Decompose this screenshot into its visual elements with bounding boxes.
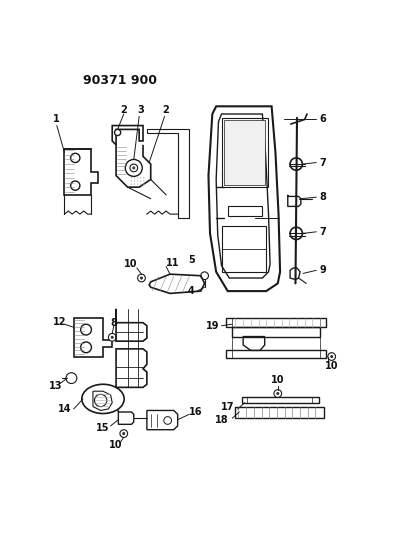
Text: 90371 900: 90371 900 — [83, 74, 157, 87]
Circle shape — [134, 180, 135, 182]
Text: 10: 10 — [109, 440, 123, 450]
Circle shape — [276, 392, 279, 395]
Text: 19: 19 — [206, 321, 219, 331]
Circle shape — [140, 177, 141, 179]
Circle shape — [138, 274, 145, 282]
Circle shape — [111, 336, 114, 339]
Circle shape — [140, 183, 141, 185]
Circle shape — [143, 177, 145, 179]
Text: 9: 9 — [319, 265, 326, 276]
Circle shape — [274, 390, 281, 398]
Circle shape — [71, 154, 80, 163]
Circle shape — [140, 180, 141, 182]
Text: 2: 2 — [120, 105, 127, 115]
Circle shape — [137, 183, 138, 185]
Bar — [222, 118, 268, 187]
Text: 2: 2 — [163, 105, 170, 115]
Circle shape — [71, 181, 80, 190]
Circle shape — [201, 272, 208, 280]
Circle shape — [131, 180, 132, 182]
Circle shape — [290, 227, 303, 239]
Bar — [224, 120, 266, 185]
Text: 16: 16 — [189, 407, 202, 417]
Circle shape — [137, 177, 138, 179]
Text: 10: 10 — [271, 375, 285, 385]
Circle shape — [143, 180, 145, 182]
Circle shape — [122, 432, 125, 435]
Text: 13: 13 — [48, 381, 62, 391]
Circle shape — [81, 324, 91, 335]
Circle shape — [143, 183, 145, 185]
Text: 11: 11 — [166, 257, 179, 268]
Circle shape — [134, 177, 135, 179]
Text: 10: 10 — [325, 361, 338, 371]
Text: 3: 3 — [137, 105, 144, 115]
Text: 14: 14 — [58, 404, 71, 414]
Text: 17: 17 — [221, 401, 235, 411]
Text: 15: 15 — [96, 423, 110, 433]
Text: 18: 18 — [215, 415, 228, 425]
Text: 10: 10 — [124, 259, 137, 269]
Circle shape — [108, 334, 116, 341]
Circle shape — [290, 158, 303, 170]
Text: 7: 7 — [319, 158, 326, 167]
Circle shape — [132, 166, 135, 169]
Circle shape — [66, 373, 77, 384]
Text: 6: 6 — [319, 115, 326, 124]
Circle shape — [131, 183, 132, 185]
Circle shape — [131, 177, 132, 179]
Text: 4: 4 — [187, 286, 194, 296]
Text: 12: 12 — [53, 317, 67, 327]
Circle shape — [81, 342, 91, 353]
Circle shape — [140, 277, 143, 280]
Circle shape — [94, 394, 107, 407]
Circle shape — [330, 355, 333, 358]
Text: 8: 8 — [319, 192, 326, 202]
Circle shape — [137, 180, 138, 182]
Circle shape — [130, 164, 138, 172]
Circle shape — [164, 417, 172, 424]
Circle shape — [120, 430, 127, 438]
Text: 5: 5 — [188, 255, 195, 265]
Circle shape — [134, 183, 135, 185]
Text: 8: 8 — [110, 318, 117, 328]
Bar — [228, 206, 262, 216]
Circle shape — [125, 159, 142, 176]
Circle shape — [328, 353, 335, 360]
Text: 7: 7 — [319, 227, 326, 237]
Text: 1: 1 — [53, 115, 60, 124]
Circle shape — [114, 130, 121, 135]
